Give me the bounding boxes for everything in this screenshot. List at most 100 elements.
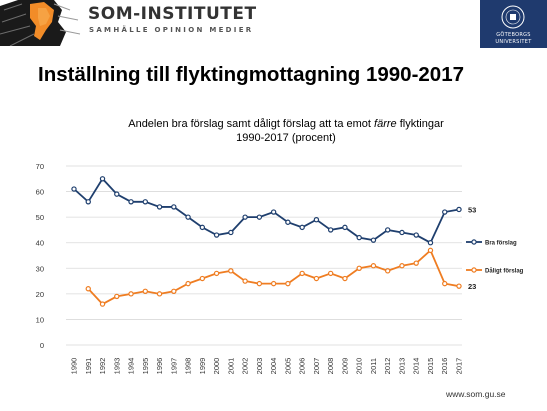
data-point <box>456 206 462 213</box>
chart-subtitle: 1990-2017 (procent) <box>236 132 336 144</box>
data-point <box>399 229 405 236</box>
brand-tagline: SAMHÄLLE OPINION MEDIER <box>89 26 254 34</box>
data-point <box>242 214 248 220</box>
y-tick-label: 10 <box>36 315 44 324</box>
data-point <box>327 227 334 233</box>
y-tick-label: 40 <box>36 239 44 248</box>
y-tick-label: 30 <box>36 264 44 273</box>
data-point <box>114 191 120 197</box>
x-tick-label: 1996 <box>155 358 164 375</box>
data-point <box>299 270 305 277</box>
x-tick-label: 2004 <box>269 358 278 375</box>
end-value-label: 23 <box>468 282 476 291</box>
x-tick-label: 2002 <box>241 358 250 375</box>
data-point <box>370 237 377 243</box>
data-point <box>199 275 206 282</box>
data-point <box>114 293 120 300</box>
x-tick-label: 1998 <box>184 358 193 375</box>
x-tick-label: 2001 <box>226 358 235 375</box>
x-tick-label: 1997 <box>169 358 178 375</box>
data-point <box>185 214 191 220</box>
x-tick-label: 1993 <box>112 358 121 375</box>
som-institutet-logo: SOM-INSTITUTET SAMHÄLLE OPINION MEDIER <box>0 0 256 47</box>
chart-title-line1: Andelen bra förslag samt dåligt förslag … <box>128 118 444 130</box>
x-tick-label: 2008 <box>326 358 335 375</box>
seal-line-1: GÖTEBORGS <box>496 32 531 38</box>
data-point <box>342 224 348 231</box>
x-tick-label: 1999 <box>198 358 207 375</box>
data-point <box>128 291 134 297</box>
x-tick-label: 2005 <box>283 358 292 375</box>
data-point <box>399 263 405 269</box>
legend-label: Dåligt förslag <box>485 268 524 275</box>
x-tick-label: 2009 <box>340 358 349 375</box>
data-point <box>128 199 134 205</box>
data-point <box>228 268 234 274</box>
x-tick-label: 2012 <box>383 358 392 375</box>
data-point <box>413 260 419 266</box>
university-seal: GÖTEBORGS UNIVERSITET <box>480 0 547 48</box>
data-point <box>442 209 448 215</box>
data-point <box>85 199 91 205</box>
x-tick-label: 2017 <box>455 358 464 375</box>
x-tick-label: 2016 <box>440 358 449 375</box>
x-tick-label: 1990 <box>70 358 79 375</box>
data-point <box>299 224 305 231</box>
y-tick-label: 0 <box>40 341 44 350</box>
chart-title: Andelen bra förslag samt dåligt förslag … <box>100 117 472 145</box>
y-tick-label: 20 <box>36 290 44 299</box>
crest-icon <box>501 5 525 29</box>
data-point <box>142 199 148 205</box>
y-tick-label: 70 <box>36 162 44 171</box>
footer-url: www.som.gu.se <box>446 389 506 399</box>
data-point <box>285 280 291 287</box>
data-point <box>270 209 277 215</box>
data-point <box>242 278 248 284</box>
x-tick-label: 2010 <box>355 358 364 375</box>
data-point <box>256 214 263 220</box>
x-tick-label: 2014 <box>412 358 421 375</box>
data-point <box>313 275 320 282</box>
legend-label: Bra förslag <box>485 241 517 247</box>
y-tick-label: 60 <box>36 188 44 197</box>
data-point <box>142 288 148 294</box>
data-point <box>213 232 220 238</box>
x-tick-label: 1992 <box>98 358 107 375</box>
data-point <box>85 286 91 292</box>
data-point <box>285 219 291 225</box>
data-point <box>99 301 106 307</box>
data-point <box>270 280 277 287</box>
x-tick-label: 2006 <box>298 358 307 375</box>
y-tick-label: 50 <box>36 213 44 222</box>
page-title: Inställning till flyktingmottagning 1990… <box>38 63 465 86</box>
end-value-label: 53 <box>468 205 476 214</box>
data-point <box>442 280 448 287</box>
data-point <box>228 229 234 236</box>
data-point <box>156 204 163 210</box>
legend-marker <box>471 239 477 245</box>
data-point <box>342 275 348 282</box>
data-point <box>213 270 220 277</box>
x-tick-label: 1995 <box>141 358 150 375</box>
legend-marker <box>471 267 477 273</box>
data-point <box>356 265 362 271</box>
data-point <box>185 280 191 287</box>
x-tick-label: 2007 <box>312 358 321 375</box>
data-point <box>370 263 377 269</box>
data-point <box>456 283 462 289</box>
data-point <box>256 280 263 287</box>
data-point <box>385 227 391 233</box>
data-point <box>171 204 177 210</box>
x-tick-label: 1991 <box>84 358 93 375</box>
data-point <box>427 240 434 246</box>
data-point <box>313 216 320 223</box>
data-point <box>427 247 434 254</box>
brand-name: SOM-INSTITUTET <box>88 4 257 24</box>
data-point <box>171 288 177 294</box>
data-point <box>99 176 106 182</box>
x-tick-label: 2011 <box>369 358 378 374</box>
x-tick-label: 2013 <box>397 358 406 375</box>
data-point <box>413 232 419 238</box>
data-point <box>385 268 391 274</box>
